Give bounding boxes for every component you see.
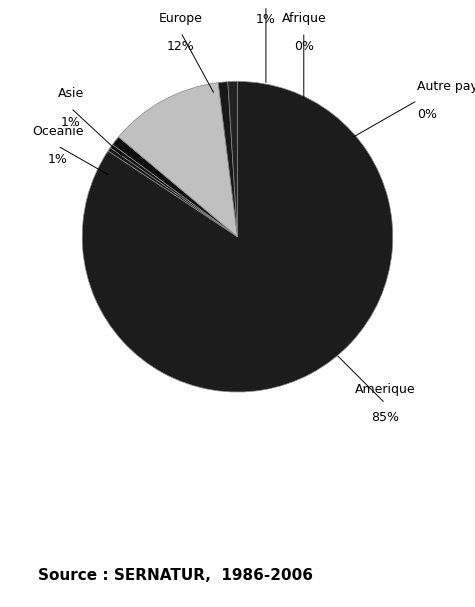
Text: 0%: 0%	[294, 40, 314, 53]
Wedge shape	[113, 137, 238, 237]
Wedge shape	[228, 81, 238, 237]
Text: 1%: 1%	[61, 115, 81, 129]
Text: Europe: Europe	[159, 12, 203, 25]
Wedge shape	[119, 83, 238, 237]
Text: 1%: 1%	[256, 13, 276, 26]
Text: Asie: Asie	[58, 87, 84, 100]
Text: 1%: 1%	[48, 154, 67, 166]
Wedge shape	[218, 82, 238, 237]
Text: Amerique: Amerique	[355, 383, 416, 396]
Text: Oceanie: Oceanie	[32, 125, 83, 138]
Text: 85%: 85%	[371, 411, 399, 424]
Text: Source : SERNATUR,  1986-2006: Source : SERNATUR, 1986-2006	[38, 568, 313, 583]
Text: 0%: 0%	[418, 108, 437, 121]
Text: 12%: 12%	[167, 40, 195, 53]
Wedge shape	[108, 148, 238, 237]
Wedge shape	[82, 81, 393, 392]
Wedge shape	[110, 144, 238, 237]
Text: Autre pays: Autre pays	[418, 80, 475, 93]
Text: Afrique: Afrique	[281, 12, 326, 25]
